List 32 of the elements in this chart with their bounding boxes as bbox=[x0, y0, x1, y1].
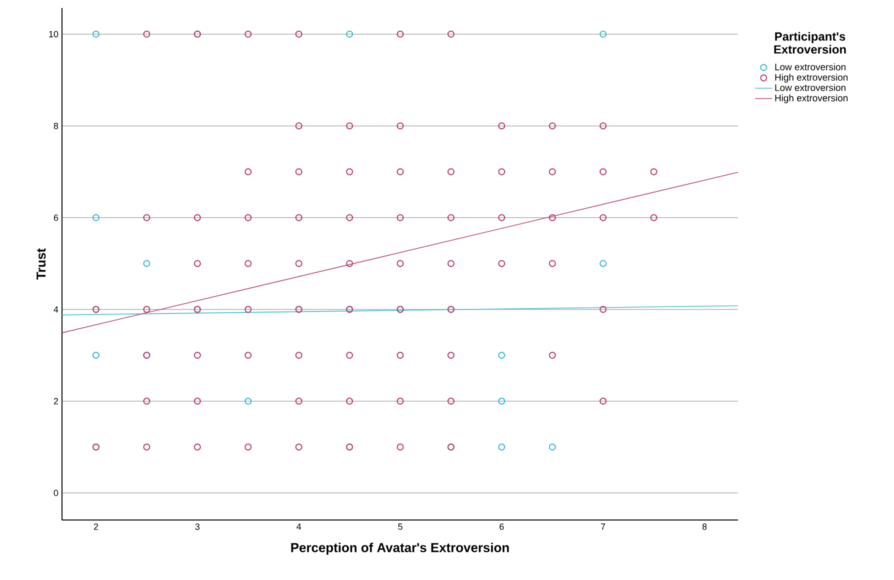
point bbox=[92, 214, 100, 222]
point bbox=[600, 30, 607, 38]
y-tick-label: 10 bbox=[49, 30, 58, 38]
x-tick-label: 5 bbox=[398, 524, 402, 530]
point bbox=[244, 398, 252, 405]
y-tick-label: 0 bbox=[54, 490, 58, 496]
point bbox=[498, 444, 506, 451]
legend-title: Participant's Extroversion bbox=[774, 32, 846, 54]
y-tick-label: 2 bbox=[54, 398, 58, 404]
point bbox=[92, 352, 100, 359]
point bbox=[143, 260, 150, 268]
x-tick-label: 6 bbox=[500, 524, 504, 530]
point bbox=[548, 444, 556, 451]
x-tick-label: 3 bbox=[195, 524, 200, 530]
x-tick-label: 8 bbox=[702, 524, 707, 530]
legend-label: High extroversion bbox=[775, 74, 848, 83]
x-tick-label: 7 bbox=[601, 524, 606, 530]
y-tick-label: 6 bbox=[54, 214, 58, 221]
legend-label: Low extroversion bbox=[775, 63, 846, 70]
x-tick-label: 4 bbox=[296, 524, 302, 530]
y-tick-label: 4 bbox=[54, 306, 58, 312]
x-tick-label: 2 bbox=[94, 524, 98, 530]
point bbox=[498, 352, 506, 359]
legend-label: Low extroversion bbox=[775, 84, 846, 92]
point bbox=[92, 30, 100, 38]
point bbox=[498, 398, 506, 405]
x-axis-title: Perception of Avatar's Extroversion bbox=[291, 542, 509, 555]
point bbox=[600, 260, 607, 268]
point bbox=[346, 30, 354, 38]
y-axis-title: Trust bbox=[36, 248, 46, 280]
y-tick-label: 8 bbox=[54, 122, 58, 130]
legend-label: High extroversion bbox=[775, 94, 848, 104]
